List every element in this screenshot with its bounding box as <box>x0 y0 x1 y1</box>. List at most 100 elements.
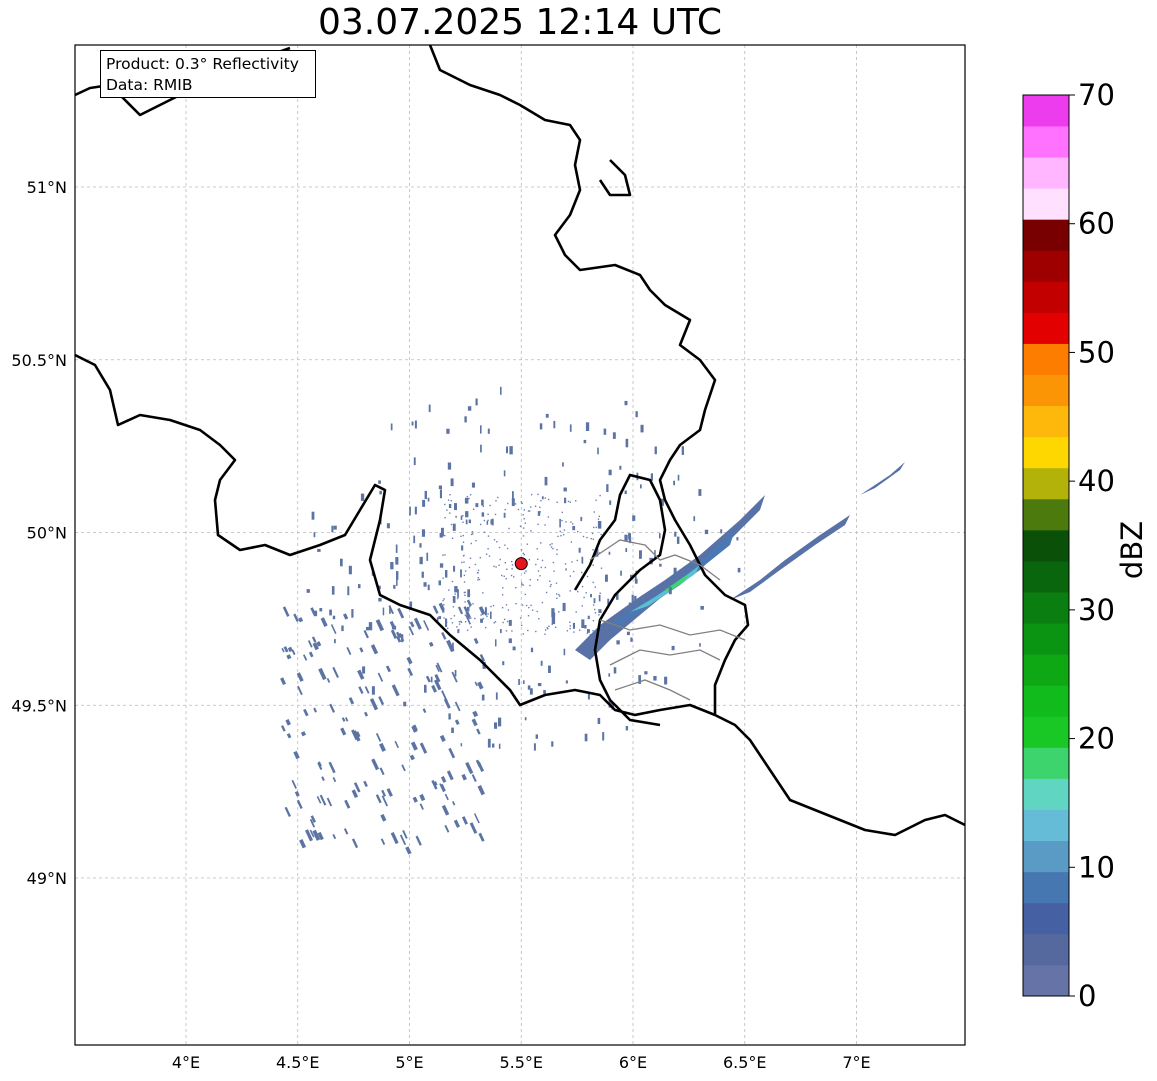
echo-speck <box>581 619 585 628</box>
echo-speck <box>579 629 581 631</box>
province-borders <box>589 539 746 701</box>
echo-speck <box>513 576 515 578</box>
echo-speck <box>449 494 451 496</box>
echo-speck <box>375 619 385 632</box>
echo-speck <box>395 544 398 553</box>
echo-speck <box>594 612 597 614</box>
echo-speck <box>460 620 462 623</box>
echo-speck <box>317 831 324 841</box>
echo-speck <box>452 606 455 608</box>
border-west <box>74 353 716 717</box>
echo-speck <box>582 535 585 538</box>
echo-speck <box>495 566 497 568</box>
echo-speck <box>401 764 406 772</box>
echo-speck <box>419 543 422 548</box>
colorbar-cell <box>1023 654 1069 686</box>
echo-speck <box>537 570 540 572</box>
echo-speck <box>539 506 541 508</box>
echo-speck <box>552 561 555 564</box>
echo-speck <box>477 572 479 574</box>
echo-speck <box>430 676 433 683</box>
longitude-tick-labels: 4°E 4.5°E 5°E 5.5°E 6°E 6.5°E 7°E <box>172 1053 871 1072</box>
echo-speck <box>408 626 415 636</box>
echo-speck <box>462 555 465 557</box>
echo-speck <box>632 515 636 521</box>
echo-speck <box>640 484 642 489</box>
lat-tick-label: 49°N <box>27 869 67 888</box>
echo-speck <box>540 500 542 502</box>
border-north-loop <box>598 159 632 197</box>
echo-speck <box>540 660 543 666</box>
echo-speck <box>584 625 587 629</box>
echo-speck <box>584 733 588 742</box>
echo-speck <box>556 597 558 599</box>
echo-speck <box>410 741 418 751</box>
echo-speck <box>626 631 630 636</box>
echo-speck <box>530 647 534 653</box>
echo-speck <box>566 630 569 632</box>
echo-speck <box>477 784 486 796</box>
echo-speck <box>390 629 398 639</box>
echo-speck <box>382 607 385 616</box>
echo-speck <box>462 541 465 543</box>
echo-speck <box>677 474 680 481</box>
echo-speck <box>573 570 575 573</box>
echo-speck <box>443 598 445 600</box>
echo-speck <box>343 613 349 620</box>
echo-speck <box>456 597 459 600</box>
echo-speck <box>317 548 321 552</box>
echo-speck <box>486 615 488 618</box>
echo-speck <box>570 521 572 523</box>
echo-speck <box>625 726 629 731</box>
echo-speck <box>364 686 370 694</box>
colorbar-cell <box>1023 281 1069 313</box>
map-title: 03.07.2025 12:14 UTC <box>317 2 723 43</box>
echo-speck <box>590 594 592 598</box>
echo-speck <box>595 548 599 557</box>
echo-speck <box>565 680 568 684</box>
echo-speck <box>448 713 451 720</box>
echo-speck <box>396 571 399 580</box>
radar-echoes <box>575 462 905 660</box>
echo-speck <box>558 595 561 597</box>
echo-speck <box>475 540 477 542</box>
echo-speck <box>540 542 542 544</box>
echo-speck <box>602 732 605 741</box>
echo-speck <box>587 692 590 700</box>
echo-speck <box>445 570 448 578</box>
echo-speck <box>492 604 495 607</box>
echo-speck <box>480 444 482 453</box>
echo-speck <box>529 688 533 695</box>
echo-speck <box>466 629 469 631</box>
echo-speck <box>352 730 361 742</box>
echo-speck <box>454 586 458 593</box>
echo-speck <box>452 642 454 652</box>
echo-speck <box>464 601 466 603</box>
echo-speck <box>451 671 458 683</box>
echo-speck <box>537 579 539 581</box>
echo-speck <box>515 587 517 589</box>
echo-speck <box>409 621 415 628</box>
echo-speck <box>537 523 539 525</box>
echo-speck <box>331 525 334 533</box>
echo-speck <box>498 564 500 566</box>
echo-speck <box>478 606 486 616</box>
echo-speck <box>439 734 446 742</box>
echo-speck <box>592 604 595 606</box>
echo-speck <box>413 457 416 466</box>
echo-speck <box>527 615 530 617</box>
echo-speck <box>345 717 349 722</box>
echo-speck <box>551 608 555 618</box>
echo-speck <box>529 584 531 587</box>
echo-speck <box>464 594 466 596</box>
echo-speck <box>406 656 413 665</box>
echo-speck <box>543 690 546 694</box>
echo-speck <box>625 438 629 448</box>
echo-speck <box>520 624 523 626</box>
echo-speck <box>424 684 427 693</box>
echo-speck <box>673 567 677 575</box>
echo-speck <box>673 480 675 486</box>
echo-speck <box>449 512 451 514</box>
echo-speck <box>431 779 438 790</box>
echo-speck <box>556 549 558 551</box>
